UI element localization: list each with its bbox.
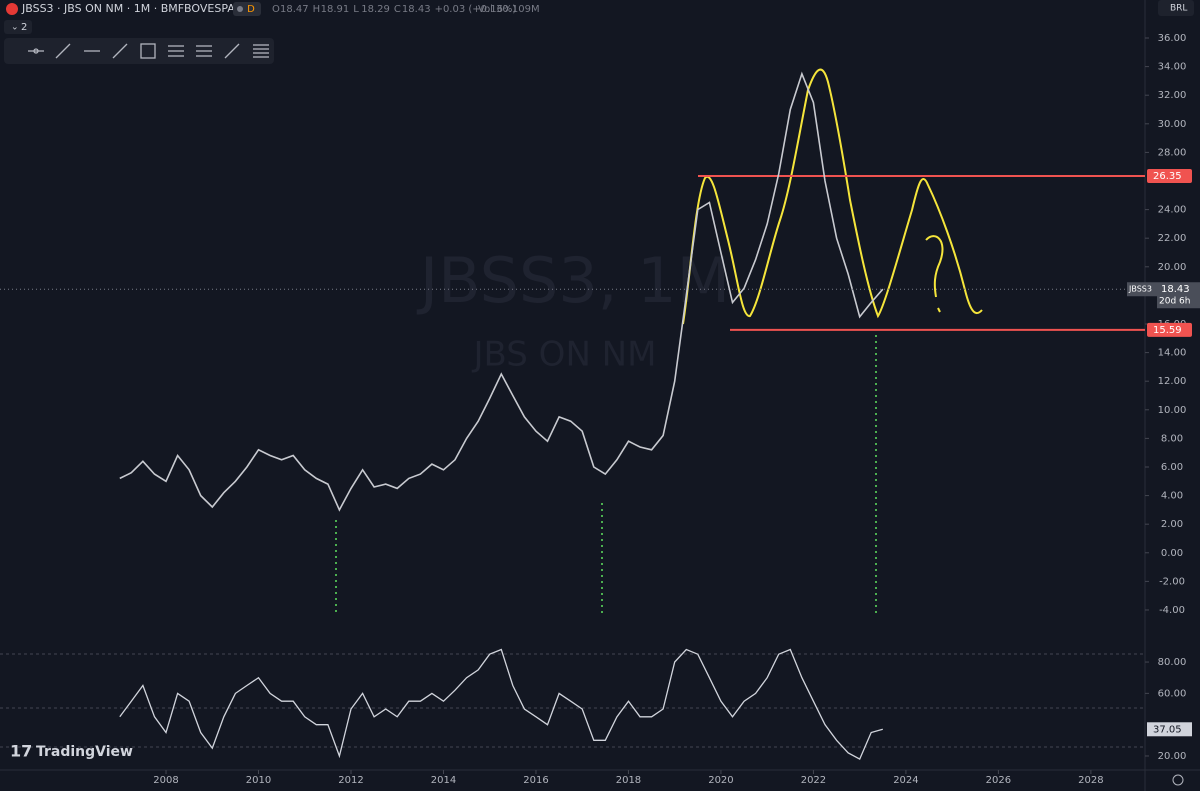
ohlc-key: O	[272, 4, 280, 15]
tool-dot	[33, 48, 39, 54]
settings[interactable]	[1172, 774, 1184, 786]
y-tick-label: -4.00	[1159, 605, 1185, 616]
y-tick-label: 30.00	[1158, 119, 1187, 130]
ohlc-value: 18.47	[280, 4, 309, 15]
y-tick-label: 34.00	[1158, 62, 1187, 73]
y-tick-label: 8.00	[1161, 433, 1183, 444]
x-tick-label: 2026	[986, 775, 1011, 786]
y-tick-label: 4.00	[1161, 491, 1183, 502]
y-tick-label: 12.00	[1158, 376, 1187, 387]
interval-count[interactable]: 2	[21, 22, 27, 33]
y-tick-label: 14.00	[1158, 348, 1187, 359]
watermark-name: JBS ON NM	[472, 335, 657, 375]
ohlc: O 18.47 H 18.91 L 18.29 C 18.43 +0.03 (+0.16%)Vo…	[272, 4, 540, 15]
last-price: 18.43	[1161, 284, 1190, 295]
series-line	[119, 648, 883, 761]
price-tag-bg	[1127, 282, 1157, 297]
price-tag: JBSS3	[1128, 285, 1152, 294]
countdown: 20d 6h	[1159, 297, 1190, 307]
tool[interactable]	[112, 43, 128, 59]
badge: D	[247, 4, 255, 15]
y-tick-label: 36.00	[1158, 33, 1187, 44]
ohlc-key: C	[394, 4, 401, 15]
currency[interactable]: BRL	[1170, 4, 1187, 14]
watermark-symbol: JBSS3, 1M	[416, 244, 730, 317]
y-tick-label: 22.00	[1158, 233, 1187, 244]
ohlc-key: L	[353, 4, 359, 15]
x-tick-label: 2020	[708, 775, 733, 786]
question-mark	[925, 235, 944, 313]
x-tick-label: 2028	[1078, 775, 1103, 786]
y-tick-label: 28.00	[1158, 147, 1187, 158]
y-tick-label: 32.00	[1158, 90, 1187, 101]
series-line	[119, 71, 884, 512]
vol: 30.109M	[496, 4, 540, 15]
y-tick-label: 20.00	[1158, 262, 1187, 273]
pattern-drawing	[682, 68, 983, 325]
tool[interactable]	[224, 43, 240, 59]
ohlc-key: H	[313, 4, 321, 15]
drawings	[335, 68, 983, 614]
y-tick-label: 0.00	[1161, 548, 1183, 559]
x-tick-label: 2018	[616, 775, 641, 786]
y-tick-label: 10.00	[1158, 405, 1187, 416]
last-value: 37.05	[1153, 724, 1182, 735]
y-tick-label: 60.00	[1158, 688, 1187, 699]
level-label-bg	[1147, 322, 1192, 337]
y-tick-label: 24.00	[1158, 205, 1187, 216]
badge-bg	[233, 2, 261, 16]
x-tick-label: 2010	[246, 775, 271, 786]
y-tick-label: 20.00	[1158, 751, 1187, 762]
ohlc-value: 18.91	[321, 4, 350, 15]
y-tick-label: 2.00	[1161, 519, 1183, 530]
brand[interactable]: TradingView	[36, 744, 133, 760]
x-tick-label: 2016	[523, 775, 548, 786]
level-label: 15.59	[1153, 325, 1182, 336]
currency-bg[interactable]	[1158, 0, 1194, 16]
x-tick-label: 2008	[153, 775, 178, 786]
tool[interactable]	[55, 43, 71, 59]
brand-logo: 𝟭𝟳	[10, 742, 32, 761]
badge-dot	[237, 6, 243, 12]
y-tick-label: 6.00	[1161, 462, 1183, 473]
y-tick-label: -2.00	[1159, 576, 1185, 587]
x-tick-label: 2012	[338, 775, 363, 786]
change: +0.03 (+0.16%)	[435, 4, 517, 15]
toolbar-bg	[4, 38, 274, 64]
x-tick-label: 2014	[431, 775, 456, 786]
ohlc-value: 18.29	[361, 4, 390, 15]
last-price-bg	[1157, 282, 1200, 309]
level-label-bg	[1147, 168, 1192, 183]
tool[interactable]	[140, 43, 156, 59]
x-tick-label: 2022	[801, 775, 826, 786]
interval-bg[interactable]	[4, 20, 32, 34]
logo	[6, 3, 18, 15]
chevron: ⌄	[11, 23, 19, 33]
ohlc-value: 18.43	[402, 4, 431, 15]
level-label: 26.35	[1153, 171, 1182, 182]
y-tick-label: 80.00	[1158, 657, 1187, 668]
x-tick-label: 2024	[893, 775, 918, 786]
last-value-bg	[1147, 722, 1192, 737]
symbol[interactable]: JBSS3 · JBS ON NM · 1M · BMFBOVESPA	[21, 2, 235, 15]
toolbar	[4, 38, 274, 64]
vol-label: Vol	[478, 4, 493, 15]
